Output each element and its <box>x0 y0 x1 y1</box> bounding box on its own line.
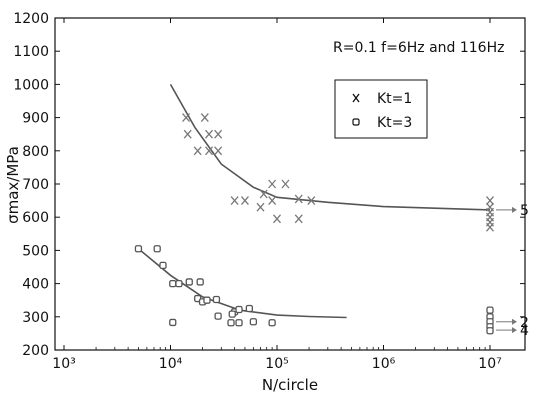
x-marker-stroke <box>307 196 316 206</box>
y-tick-label: 1100 <box>13 44 49 60</box>
data-point-kt1 <box>268 196 277 206</box>
x-marker-stroke <box>214 146 223 156</box>
data-point-kt3 <box>175 279 183 288</box>
x-axis-label: N/circle <box>262 376 318 394</box>
data-point-kt1 <box>200 113 209 123</box>
x-marker-stroke <box>256 202 265 212</box>
x-marker-stroke <box>230 196 239 206</box>
y-tick-label: 1200 <box>13 11 49 27</box>
data-point-kt1 <box>294 194 303 204</box>
runout-arrow-head <box>512 318 517 325</box>
data-marks <box>134 113 494 335</box>
x-marker-stroke <box>240 196 249 206</box>
x-marker-stroke <box>214 129 223 139</box>
data-point-kt1 <box>193 146 202 156</box>
data-point-kt3 <box>169 279 177 288</box>
data-point-kt1 <box>182 113 191 123</box>
x-marker-stroke <box>268 196 277 206</box>
x-marker-stroke <box>182 113 191 123</box>
data-point-kt3 <box>134 245 143 253</box>
legend: Kt=1 Kt=3 <box>334 79 428 139</box>
data-point-kt1 <box>214 129 223 139</box>
data-point-kt3 <box>228 310 236 318</box>
runout-arrow-head <box>512 327 517 334</box>
legend-x-icon <box>352 93 360 103</box>
runout-arrow-head <box>512 206 517 213</box>
x-marker-stroke <box>205 129 214 139</box>
y-tick-label: 600 <box>22 210 49 226</box>
data-point-kt1 <box>214 146 223 156</box>
runout-label: 5 <box>520 203 529 219</box>
data-point-kt3 <box>486 306 494 314</box>
x-tick-label: 10⁷ <box>478 356 501 372</box>
y-tick-label: 900 <box>22 111 49 127</box>
data-point-kt1 <box>268 179 277 189</box>
x-tick-label: 10⁴ <box>159 356 183 372</box>
y-axis-label: σmax/MPa <box>4 146 22 224</box>
x-marker-stroke <box>486 196 494 206</box>
data-point-kt1 <box>259 189 268 199</box>
legend-label: Kt=3 <box>377 115 412 131</box>
data-point-kt1 <box>486 196 494 206</box>
x-marker-stroke <box>193 146 202 156</box>
x-tick-label: 10⁶ <box>372 356 396 372</box>
axis-ticks: 200 300 400 500 600 700 800 900 1000 1100 1200 10³ 1… <box>13 11 525 372</box>
data-point-kt3 <box>169 318 177 327</box>
x-tick-label: 10³ <box>52 356 75 372</box>
data-point-kt3 <box>159 261 167 269</box>
runout-label: 2 <box>520 315 529 331</box>
y-tick-label: 1000 <box>13 77 49 93</box>
data-point-kt1 <box>230 196 239 206</box>
x-marker-stroke <box>294 194 303 204</box>
x-marker-stroke <box>205 146 214 156</box>
data-point-kt3 <box>227 319 235 327</box>
data-point-kt1 <box>240 196 249 206</box>
runout-label: 4 <box>520 323 529 339</box>
x-marker-stroke <box>486 222 494 232</box>
x-marker-stroke <box>200 113 209 123</box>
y-tick-label: 500 <box>22 243 49 259</box>
data-point-kt3 <box>214 312 222 320</box>
data-point-kt1 <box>307 196 316 206</box>
y-tick-label: 200 <box>22 343 49 359</box>
data-point-kt3 <box>245 304 253 313</box>
test-conditions-annotation: R=0.1 f=6Hz and 116Hz <box>333 40 504 56</box>
y-tick-label: 400 <box>22 277 49 293</box>
legend-square-icon <box>352 118 360 126</box>
data-point-kt1 <box>486 222 494 232</box>
data-point-kt3 <box>153 245 161 253</box>
x-tick-label: 10⁵ <box>265 356 288 372</box>
data-point-kt1 <box>256 202 265 212</box>
data-point-kt3 <box>249 318 258 326</box>
legend-box <box>334 79 428 139</box>
data-point-kt3 <box>235 319 243 327</box>
y-tick-label: 300 <box>22 310 49 326</box>
data-point-kt3 <box>212 295 221 304</box>
data-point-kt1 <box>205 146 214 156</box>
y-tick-label: 700 <box>22 177 49 193</box>
y-tick-label: 800 <box>22 144 49 160</box>
data-point-kt3 <box>486 327 494 335</box>
data-point-kt1 <box>281 179 290 189</box>
data-point-kt3 <box>268 319 276 327</box>
data-point-kt3 <box>235 305 243 314</box>
data-point-kt1 <box>205 129 214 139</box>
plot-frame <box>54 17 526 351</box>
data-point-kt1 <box>294 214 303 224</box>
x-marker-stroke <box>294 214 303 224</box>
data-point-kt1 <box>273 214 281 224</box>
x-marker-stroke <box>281 179 290 189</box>
x-marker-stroke <box>268 179 277 189</box>
fit-curve-kt1 <box>169 84 491 211</box>
x-marker-stroke <box>183 129 192 139</box>
x-marker-stroke <box>259 189 268 199</box>
data-point-kt3 <box>203 296 211 304</box>
data-point-kt3 <box>196 278 204 286</box>
legend-label: Kt=1 <box>377 91 412 107</box>
data-point-kt3 <box>185 278 193 286</box>
runout-arrows: 5 24 <box>496 203 529 339</box>
data-point-kt1 <box>183 129 192 139</box>
x-marker-stroke <box>273 214 281 224</box>
